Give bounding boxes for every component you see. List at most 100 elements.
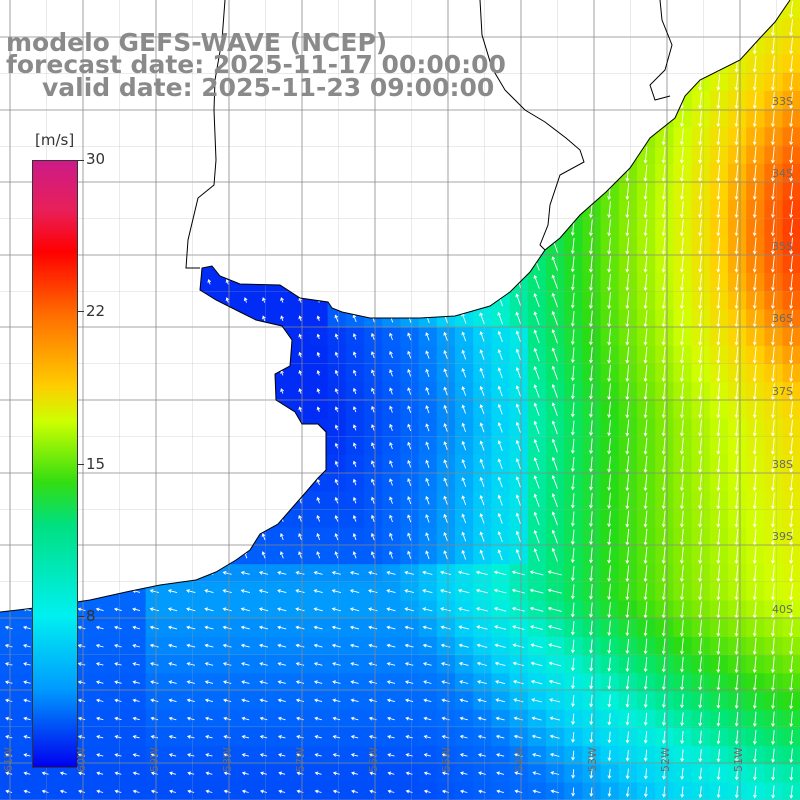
wind-arrow	[698, 365, 703, 382]
wind-arrow	[698, 693, 703, 709]
wind-arrow	[243, 406, 248, 412]
wind-arrow	[205, 716, 213, 721]
wind-cell	[455, 0, 474, 19]
wind-arrow	[243, 5, 248, 12]
wind-cell	[91, 418, 110, 438]
wind-arrow	[479, 166, 485, 179]
wind-cell	[273, 327, 292, 347]
wind-cell	[327, 291, 347, 310]
wind-arrow	[241, 716, 250, 721]
wind-cell	[72, 782, 92, 800]
wind-arrow	[222, 662, 232, 666]
wind-arrow	[98, 260, 102, 267]
wind-cell	[218, 145, 238, 165]
wind-cell	[273, 145, 292, 165]
wind-arrow	[298, 424, 303, 431]
wind-arrow	[443, 404, 448, 414]
wind-arrow	[734, 274, 739, 291]
wind-arrow	[512, 679, 524, 685]
wind-arrow	[425, 532, 430, 541]
wind-arrow	[261, 496, 266, 504]
wind-cell	[564, 145, 583, 165]
wind-arrow	[479, 312, 485, 325]
wind-arrow	[625, 146, 630, 164]
wind-arrow	[661, 146, 666, 164]
wind-arrow	[189, 406, 193, 412]
wind-arrow	[549, 752, 560, 757]
wind-arrow	[625, 565, 630, 583]
wind-cell	[182, 200, 201, 219]
wind-arrow	[351, 771, 359, 776]
wind-cell	[145, 254, 165, 274]
wind-arrow	[114, 698, 122, 703]
wind-arrow	[368, 625, 378, 630]
wind-cell	[127, 382, 147, 401]
wind-arrow	[643, 383, 648, 401]
wind-arrow	[461, 203, 467, 215]
wind-arrow	[277, 570, 287, 575]
wind-arrow	[440, 643, 451, 648]
wind-arrow	[661, 731, 666, 744]
wind-cell	[200, 200, 219, 219]
wind-arrow	[734, 401, 739, 419]
wind-cell	[618, 72, 638, 92]
wind-arrow	[497, 367, 503, 379]
wind-arrow	[350, 698, 359, 703]
wind-arrow	[716, 55, 721, 73]
wind-arrow	[533, 493, 540, 507]
wind-arrow	[259, 753, 268, 757]
wind-arrow	[607, 639, 612, 654]
wind-cell	[236, 436, 256, 456]
wind-arrow	[404, 625, 414, 630]
wind-cell	[236, 127, 256, 147]
wind-arrow	[734, 310, 739, 328]
wind-arrow	[298, 115, 303, 121]
wind-cell	[254, 254, 274, 274]
wind-arrow	[225, 442, 230, 449]
wind-arrow	[549, 698, 561, 703]
wind-arrow	[168, 643, 178, 648]
wind-arrow	[225, 369, 230, 376]
wind-arrow	[425, 185, 430, 196]
wind-cell	[254, 109, 274, 128]
wind-arrow	[698, 274, 703, 291]
wind-arrow	[511, 606, 525, 612]
wind-cell	[127, 455, 147, 474]
wind-arrow	[316, 478, 321, 486]
wind-arrow	[334, 223, 339, 231]
wind-cell	[382, 0, 401, 19]
wind-arrow	[494, 661, 506, 667]
wind-arrow	[150, 662, 159, 666]
wind-arrow	[240, 570, 250, 575]
wind-arrow	[533, 457, 540, 471]
wind-arrow	[169, 789, 177, 794]
wind-cell	[145, 564, 165, 583]
wind-arrow	[425, 332, 430, 341]
wind-arrow	[25, 297, 30, 303]
wind-arrow	[243, 169, 248, 176]
wind-arrow	[734, 328, 739, 346]
wind-cell	[637, 18, 656, 37]
latitude-label: 36S	[772, 312, 793, 325]
wind-cell	[418, 218, 438, 238]
wind-cell	[200, 455, 219, 474]
wind-arrow	[316, 460, 321, 467]
wind-arrow	[352, 424, 357, 431]
wind-arrow	[515, 494, 522, 506]
wind-arrow	[533, 165, 540, 180]
wind-arrow	[207, 514, 211, 522]
wind-arrow	[515, 111, 522, 125]
wind-cell	[109, 491, 128, 511]
wind-arrow	[698, 19, 703, 37]
wind-arrow	[370, 478, 375, 486]
wind-arrow	[497, 311, 504, 325]
wind-arrow	[280, 133, 284, 139]
wind-cell	[273, 473, 292, 492]
wind-arrow	[207, 224, 212, 230]
wind-arrow	[716, 128, 721, 146]
wind-cell	[236, 400, 256, 420]
wind-arrow	[243, 115, 248, 121]
wind-arrow	[625, 328, 630, 346]
wind-cell	[236, 364, 256, 383]
wind-cell	[364, 145, 383, 165]
